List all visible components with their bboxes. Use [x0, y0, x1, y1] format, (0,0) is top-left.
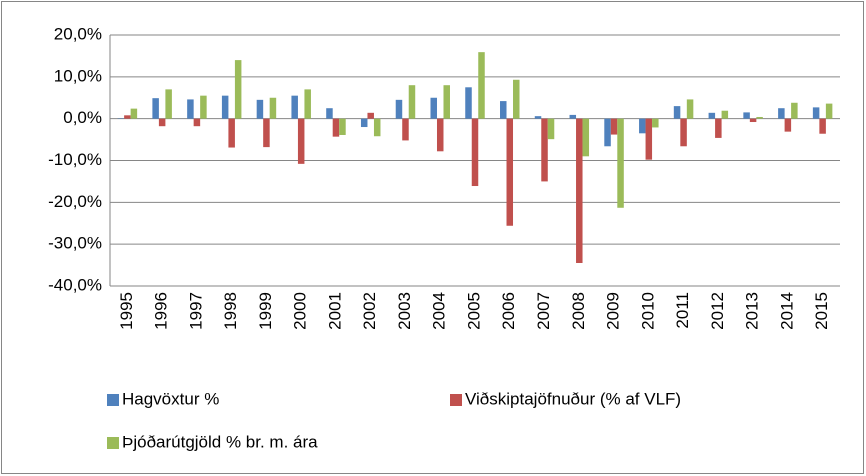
bar [582, 118, 590, 157]
legend-label: Hagvöxtur % [122, 389, 219, 408]
bar [200, 95, 207, 119]
bar [152, 98, 159, 119]
x-tick-label: 2000 [291, 292, 310, 330]
bar [715, 118, 722, 138]
bar [547, 118, 555, 140]
bar [686, 99, 694, 119]
bar [791, 102, 798, 119]
x-tick-label: 2015 [812, 292, 831, 330]
bar [395, 99, 403, 119]
y-tick-label: 0,0% [63, 108, 102, 127]
legend-label: Þjóðarútgjöld % br. m. ára [122, 432, 318, 451]
y-tick-label: -20,0% [48, 192, 102, 211]
y-tick-label: -30,0% [48, 234, 102, 253]
bar [339, 118, 346, 135]
bar [436, 118, 444, 152]
bar [360, 118, 368, 128]
x-tick-label: 2001 [325, 292, 344, 330]
bar [263, 118, 270, 148]
x-tick-label: 2009 [604, 292, 623, 330]
bar [367, 112, 374, 119]
x-tick-label: 2014 [777, 292, 796, 330]
bar [408, 85, 416, 119]
bar [256, 99, 264, 119]
legend-swatch [107, 437, 119, 449]
x-tick-label: 2002 [360, 292, 379, 330]
bar [373, 118, 381, 137]
y-tick-label: 20,0% [54, 24, 102, 43]
bar [187, 99, 194, 119]
x-tick-label: 2005 [464, 292, 483, 330]
bar [332, 118, 340, 137]
bar [193, 118, 201, 127]
bar [465, 87, 472, 119]
x-tick-label: 1995 [117, 292, 136, 330]
x-tick-label: 2003 [395, 292, 414, 330]
bar [165, 89, 172, 119]
y-tick-label: 10,0% [54, 66, 102, 85]
bar [297, 118, 305, 164]
legend-swatch [450, 394, 462, 406]
legend-label: Viðskiptajöfnuður (% af VLF) [465, 389, 681, 408]
x-tick-label: 2008 [569, 292, 588, 330]
bar [269, 97, 277, 119]
x-tick-label: 1996 [152, 292, 171, 330]
bar [812, 107, 820, 119]
bar [506, 118, 514, 226]
bar [443, 85, 450, 119]
bar [534, 116, 542, 119]
y-tick-label: -10,0% [48, 150, 102, 169]
y-tick-label: -40,0% [48, 275, 102, 294]
bar [610, 118, 618, 135]
bar [819, 118, 826, 134]
x-tick-label: 1999 [256, 292, 275, 330]
x-tick-label: 2011 [673, 292, 692, 329]
bar [471, 118, 479, 187]
bar [673, 106, 681, 119]
x-tick-label: 1997 [186, 292, 205, 330]
bar [639, 118, 646, 134]
bar [617, 118, 624, 208]
x-tick-label: 2010 [638, 292, 657, 330]
bar [721, 110, 729, 119]
bar [513, 79, 520, 119]
bar [756, 116, 763, 119]
bar [304, 89, 311, 119]
bar [478, 52, 485, 119]
x-tick-label: 1998 [221, 292, 240, 330]
bar [130, 108, 138, 119]
legend-swatch [107, 394, 119, 406]
bar [221, 95, 229, 119]
x-tick-label: 2013 [743, 292, 762, 330]
x-tick-label: 2007 [534, 292, 553, 330]
bar [124, 115, 131, 119]
bar [604, 118, 611, 147]
bar [749, 118, 757, 123]
x-tick-label: 2012 [708, 292, 727, 330]
x-tick-label: 2004 [430, 292, 449, 330]
bar [708, 112, 716, 119]
bar [825, 103, 833, 119]
bar [645, 118, 653, 160]
bar [569, 114, 577, 119]
bar [430, 97, 437, 119]
bar [402, 118, 409, 141]
bar [234, 60, 242, 119]
bar [228, 118, 235, 148]
bar [778, 108, 785, 119]
bar [680, 118, 687, 147]
bar [500, 101, 507, 119]
bar [326, 108, 333, 119]
bar [158, 118, 166, 127]
bar [743, 112, 750, 119]
bar [291, 95, 298, 119]
bar [541, 118, 548, 182]
bar [652, 118, 659, 128]
bar [784, 118, 792, 132]
x-tick-label: 2006 [499, 292, 518, 330]
bar [576, 118, 583, 263]
